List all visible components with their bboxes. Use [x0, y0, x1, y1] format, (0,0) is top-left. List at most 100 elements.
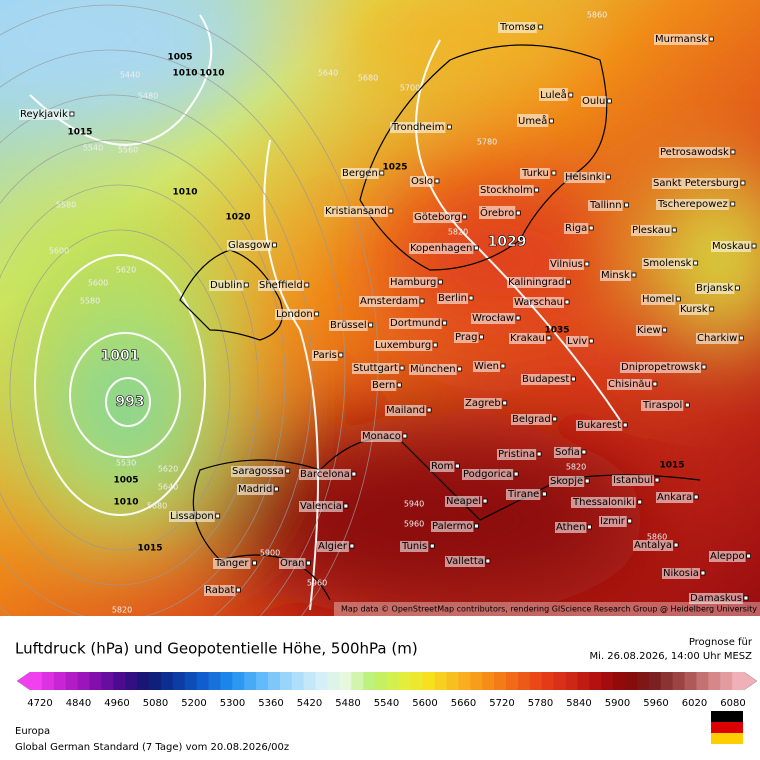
city-label-bg [576, 420, 623, 431]
city-dot [605, 174, 611, 180]
city-dot [454, 463, 460, 469]
city-dot [622, 422, 628, 428]
city: Damaskus [689, 593, 749, 604]
pressure-label: 1029 [488, 234, 527, 250]
city: Tunis [400, 541, 435, 552]
city-dot [437, 279, 443, 285]
city: Stockholm [479, 185, 540, 196]
colorbar-segment [625, 672, 638, 690]
city: Brjansk [695, 283, 740, 294]
pressure-label: 1001 [101, 348, 140, 364]
pressure-label: 1035 [544, 326, 569, 336]
height-label: 5860 [587, 11, 607, 20]
city-label-bg [659, 147, 730, 158]
city-label-bg [709, 551, 746, 562]
city-label-bg [517, 114, 549, 127]
height-label: 5960 [307, 579, 327, 588]
city-dot [351, 471, 357, 477]
city-label: Kopenhagen [410, 243, 472, 254]
height-label: 5560 [118, 146, 138, 155]
city-label: Murmansk [655, 34, 707, 45]
city-label: Örebro [480, 206, 514, 219]
city-label: Madrid [238, 484, 272, 495]
city: Tirane [506, 489, 547, 500]
city-label-bg [361, 431, 402, 442]
city-label-bg [520, 168, 550, 179]
city: Wrocław [471, 313, 521, 324]
colorbar-tick-label: 4720 [27, 698, 52, 709]
city-label-bg [696, 333, 739, 344]
city-label-bg [299, 501, 343, 512]
city: Reykjavik [19, 109, 75, 120]
city: Kristiansand [324, 206, 394, 217]
city-label: Mailand [386, 405, 425, 416]
colorbar-segment [672, 672, 685, 690]
city-label-bg [711, 241, 752, 252]
colorbar-segment [351, 672, 364, 690]
colorbar-segment [708, 672, 721, 690]
pressure-label: 1015 [137, 544, 162, 554]
city-label-bg [564, 172, 606, 183]
height-label: 5580 [56, 201, 76, 210]
city-label-bg [473, 361, 500, 372]
height-label: 5960 [404, 520, 424, 529]
city: Kiew [636, 325, 668, 336]
pressure-label: 1010 [199, 69, 224, 79]
height-label: 5900 [260, 549, 280, 558]
city-label-bg [409, 243, 474, 254]
city: Paris [312, 350, 344, 361]
colorbar-segment [339, 672, 352, 690]
city-dot [662, 327, 668, 333]
colorbar-segment [541, 672, 555, 690]
city-label: Trondheim [391, 122, 444, 133]
colorbar-segment [208, 672, 221, 690]
city: Prag [454, 332, 484, 343]
city: Valletta [445, 556, 491, 567]
city-label-bg [359, 296, 420, 307]
colorbar-segment [172, 672, 186, 690]
city-label-bg [695, 283, 735, 294]
city: Sheffield [258, 280, 310, 291]
pressure-label: 993 [115, 394, 144, 410]
city-dot [675, 296, 681, 302]
city-label-bg [656, 492, 694, 503]
city-label: Kiew [637, 325, 661, 336]
city-dot [252, 560, 257, 566]
city-dot [624, 202, 629, 208]
city-label-bg [620, 362, 701, 373]
city-label-bg [642, 258, 693, 269]
city-label: Luxemburg [375, 340, 431, 351]
city: Ankara [656, 492, 699, 503]
colorbar-tick-label: 5300 [220, 698, 245, 709]
city-dot [432, 342, 438, 348]
city-label: Bern [372, 380, 395, 391]
city: Budapest [521, 374, 576, 385]
city: Valencia [299, 501, 349, 512]
city-dot [273, 486, 279, 492]
city: Lviv [566, 336, 594, 347]
city-dot [442, 320, 448, 326]
colorbar-tick-label: 5900 [605, 698, 630, 709]
city-dot [738, 335, 744, 341]
city: Kaliningrad [507, 277, 571, 288]
city-dot [566, 279, 571, 285]
city-label: Prag [455, 332, 477, 343]
city-dot [515, 210, 521, 216]
city-label: Antalya [634, 540, 672, 551]
city: Rabat [204, 585, 241, 596]
colorbar-segment [220, 672, 233, 690]
city-label: Stockholm [480, 185, 533, 196]
city-label-bg [258, 280, 304, 291]
city-dot [388, 208, 394, 214]
city: Dnipropetrowsk [620, 362, 707, 373]
city: Podgorica [462, 469, 519, 480]
city-dot [379, 170, 385, 176]
city: Luleå [539, 88, 574, 101]
city-label: Budapest [522, 374, 569, 385]
colorbar-tick-label: 4840 [66, 698, 91, 709]
city: Skopje [549, 476, 590, 487]
city: Warschau [513, 297, 570, 308]
city-label-bg [389, 277, 438, 288]
city-label-bg [390, 122, 446, 133]
city-label-bg [312, 350, 338, 361]
